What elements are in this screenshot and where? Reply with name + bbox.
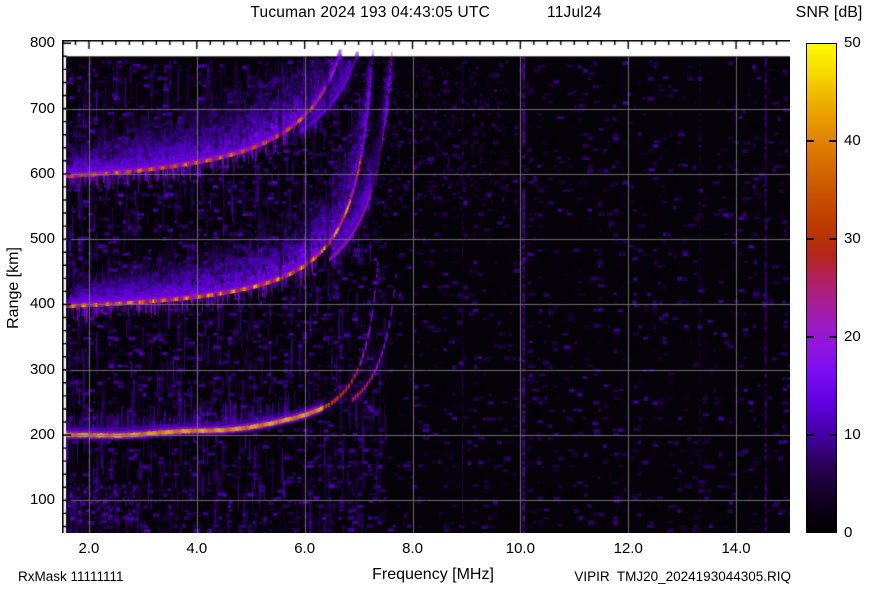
y-axis-label: Range [km] bbox=[5, 247, 22, 329]
rxmask-text: RxMask 11111111 bbox=[18, 569, 124, 584]
y-tick-label: 800 bbox=[29, 34, 55, 52]
x-tick-label: 4.0 bbox=[186, 540, 208, 557]
colorbar-tick-mark bbox=[807, 336, 814, 338]
y-tick-label: 500 bbox=[29, 230, 55, 248]
colorbar-tick-label: 40 bbox=[844, 132, 861, 149]
colorbar-tick-label: 0 bbox=[844, 524, 853, 541]
plot-date: 11Jul24 bbox=[547, 4, 602, 21]
colorbar-tick-mark bbox=[807, 140, 814, 142]
colorbar-tick-mark bbox=[829, 336, 836, 338]
colorbar-title: SNR [dB] bbox=[795, 4, 863, 21]
x-tick-label: 10.0 bbox=[505, 540, 535, 557]
x-tick-label: 2.0 bbox=[78, 540, 100, 557]
x-tick-label: 6.0 bbox=[294, 540, 316, 557]
x-tick-label: 14.0 bbox=[721, 540, 751, 557]
colorbar-tick-mark bbox=[829, 434, 836, 436]
y-tick-label: 400 bbox=[29, 295, 55, 313]
x-axis-label: Frequency [MHz] bbox=[372, 566, 494, 583]
y-tick-label: 600 bbox=[29, 164, 55, 182]
colorbar-tick-label: 50 bbox=[844, 34, 861, 51]
colorbar bbox=[806, 43, 837, 533]
colorbar-tick-label: 20 bbox=[844, 328, 861, 345]
colorbar-tick-label: 30 bbox=[844, 230, 861, 247]
colorbar-tick-mark bbox=[829, 140, 836, 142]
colorbar-tick-label: 10 bbox=[844, 426, 861, 443]
y-tick-label: 200 bbox=[29, 426, 55, 444]
colorbar-tick-mark bbox=[829, 238, 836, 240]
plot-title-row: Tucuman 2024 193 04:43:05 UTC 11Jul24 bbox=[62, 4, 790, 22]
x-tick-label: 12.0 bbox=[613, 540, 643, 557]
colorbar-tick-mark bbox=[807, 238, 814, 240]
filename-text: VIPIR TMJ20_2024193044305.RIQ bbox=[574, 569, 791, 584]
y-tick-label: 300 bbox=[29, 360, 55, 378]
x-tick-label: 8.0 bbox=[402, 540, 423, 557]
plot-title: Tucuman 2024 193 04:43:05 UTC bbox=[250, 4, 491, 21]
colorbar-tick-mark bbox=[807, 434, 814, 436]
y-tick-label: 700 bbox=[29, 99, 55, 117]
y-tick-label: 100 bbox=[29, 491, 55, 509]
ionogram-canvas bbox=[62, 40, 790, 533]
